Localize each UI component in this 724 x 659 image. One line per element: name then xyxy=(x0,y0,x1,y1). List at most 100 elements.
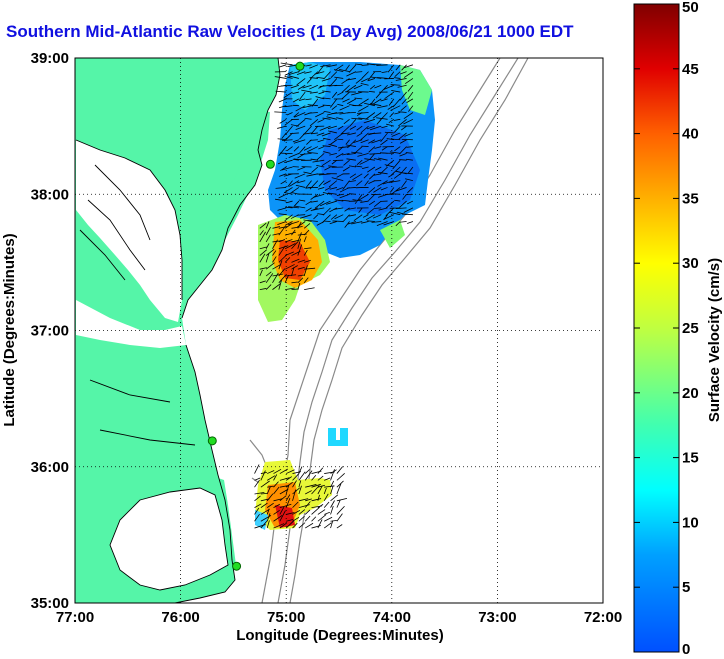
velocity-arrow xyxy=(310,200,318,203)
velocity-arrow xyxy=(347,221,357,225)
velocity-arrow xyxy=(358,105,369,112)
velocity-arrow xyxy=(259,280,266,284)
velocity-arrow xyxy=(386,123,395,127)
velocity-arrow xyxy=(369,132,382,135)
velocity-arrow xyxy=(322,97,331,100)
velocity-arrow xyxy=(275,198,287,202)
velocity-arrow xyxy=(336,187,344,191)
velocity-arrow xyxy=(316,165,325,168)
colorbar-tick-label: 10 xyxy=(682,514,699,531)
velocity-arrow xyxy=(388,118,395,124)
velocity-arrow xyxy=(329,221,338,225)
velocity-arrow xyxy=(354,165,363,168)
velocity-arrow xyxy=(259,253,266,263)
velocity-arrow xyxy=(341,91,350,100)
velocity-arrow xyxy=(337,103,344,107)
bay-mouth xyxy=(76,300,186,348)
velocity-arrow xyxy=(254,479,260,488)
radar-station xyxy=(265,159,275,169)
velocity-arrow xyxy=(380,84,388,93)
velocity-arrow xyxy=(303,277,309,284)
velocity-arrow xyxy=(388,211,401,216)
velocity-arrow xyxy=(346,84,357,93)
velocity-arrow xyxy=(377,180,388,187)
velocity-arrow xyxy=(279,495,287,502)
colorbar-tick-label: 5 xyxy=(682,579,690,596)
velocity-arrow xyxy=(292,510,301,515)
velocity-arrow xyxy=(281,166,293,171)
colorbar-tick-label: 35 xyxy=(682,190,699,207)
velocity-arrow xyxy=(259,246,267,250)
coastline xyxy=(75,58,281,603)
velocity-arrow xyxy=(399,159,407,161)
velocity-arrow xyxy=(279,64,287,68)
velocity-arrow xyxy=(307,151,318,154)
velocity-arrow xyxy=(323,487,327,495)
velocity-arrow xyxy=(317,105,325,109)
velocity-arrow xyxy=(341,199,350,202)
velocity-arrow xyxy=(330,214,338,220)
colorbar xyxy=(633,3,680,653)
velocity-arrow xyxy=(265,226,271,236)
velocity-arrow xyxy=(304,259,311,263)
x-tick-labels: 77:00 76:00 75:00 74:00 73:00 72:00 xyxy=(56,609,622,626)
velocity-arrow xyxy=(308,112,318,114)
velocity-arrow xyxy=(348,193,356,195)
velocity-arrow xyxy=(326,64,337,68)
velocity-arrow xyxy=(356,159,363,165)
velocity-arrow xyxy=(405,178,414,182)
velocity-arrow xyxy=(259,267,267,270)
velocity-arrow xyxy=(379,112,388,121)
velocity-arrow xyxy=(304,470,313,481)
x-tick-label: 77:00 xyxy=(56,609,94,626)
velocity-arrow xyxy=(321,78,331,82)
velocity-arrow xyxy=(310,132,318,135)
radar-station xyxy=(295,61,305,71)
velocity-arrow xyxy=(339,193,350,199)
velocity-arrow xyxy=(372,214,382,219)
velocity-arrow xyxy=(344,221,350,228)
velocity-arrow xyxy=(338,146,350,149)
velocity-arrow xyxy=(407,221,414,224)
velocity-arrow xyxy=(266,520,270,529)
velocity-arrow xyxy=(357,152,369,157)
velocity-arrow xyxy=(397,84,407,88)
velocity-arrow xyxy=(399,200,407,208)
velocity-arrow xyxy=(297,238,302,249)
velocity-arrow xyxy=(286,469,295,474)
velocity-arrow xyxy=(385,200,395,209)
velocity-arrow xyxy=(335,153,344,158)
velocity-arrow xyxy=(359,159,369,165)
velocity-arrow xyxy=(355,78,363,84)
velocity-arrow xyxy=(298,509,306,515)
velocity-arrow xyxy=(288,153,300,158)
velocity-arrow xyxy=(284,274,289,283)
velocity-arrow xyxy=(297,166,306,171)
velocity-arrow xyxy=(295,125,306,130)
velocity-arrow xyxy=(265,248,275,256)
velocity-arrow xyxy=(310,158,318,161)
velocity-arrow xyxy=(292,91,299,94)
velocity-arrow xyxy=(298,98,306,102)
velocity-arrow xyxy=(329,78,338,87)
velocity-arrow xyxy=(401,180,407,188)
velocity-arrow xyxy=(356,112,369,114)
velocity-arrow xyxy=(265,262,275,270)
velocity-arrow xyxy=(285,239,293,243)
velocity-arrow xyxy=(336,472,345,481)
velocity-arrow xyxy=(343,159,350,166)
velocity-arrow xyxy=(285,125,293,135)
radar-station xyxy=(207,436,217,446)
velocity-arrow xyxy=(266,493,274,502)
velocity-arrow xyxy=(284,264,295,270)
velocity-arrow xyxy=(254,495,261,502)
velocity-arrow xyxy=(279,477,290,481)
velocity-arrow xyxy=(403,207,414,213)
velocity-arrow xyxy=(298,471,306,481)
velocity-arrow xyxy=(284,118,293,126)
velocity-arrow xyxy=(304,501,311,508)
velocity-arrow xyxy=(304,469,310,474)
velocity-arrow xyxy=(392,166,401,175)
velocity-arrow xyxy=(346,71,357,77)
velocity-arrow xyxy=(336,524,343,529)
